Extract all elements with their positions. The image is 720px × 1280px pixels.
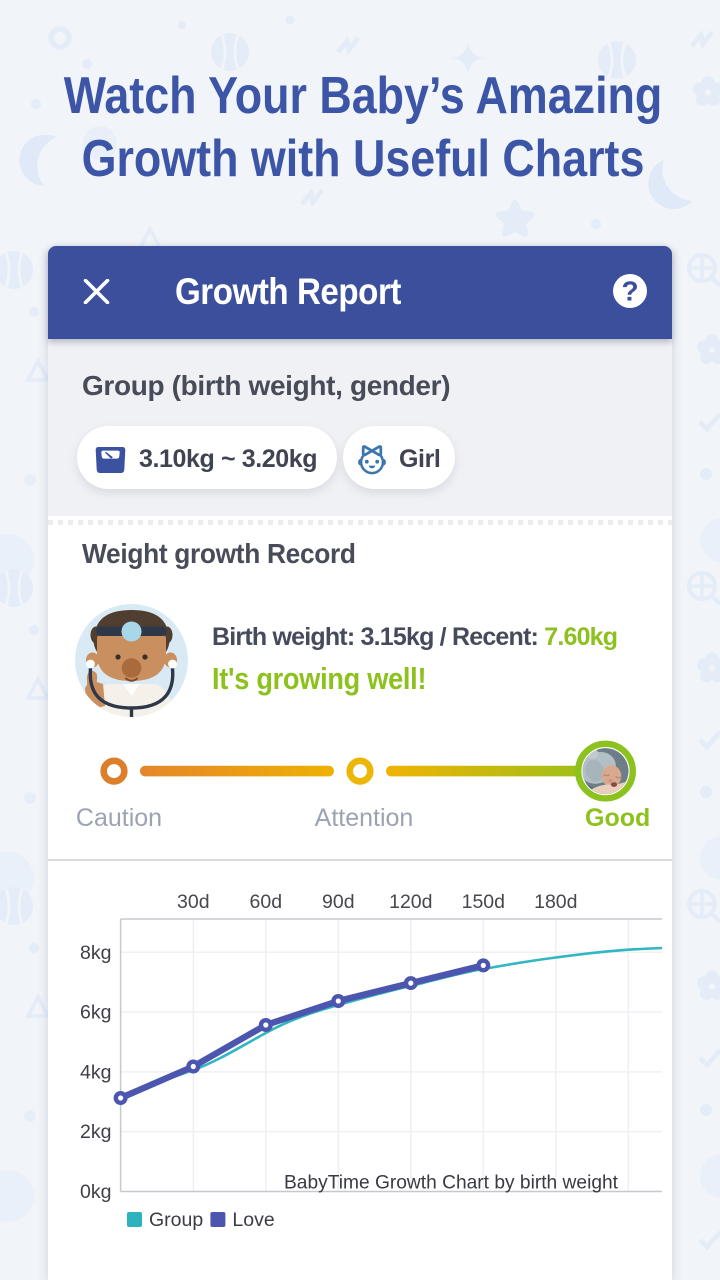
svg-text:?: ? bbox=[621, 276, 638, 307]
svg-text:0kg: 0kg bbox=[80, 1181, 111, 1203]
svg-text:30d: 30d bbox=[177, 891, 210, 913]
svg-text:BabyTime Growth Chart by birth: BabyTime Growth Chart by birth weight bbox=[284, 1172, 619, 1194]
svg-text:2kg: 2kg bbox=[80, 1121, 111, 1143]
svg-text:8kg: 8kg bbox=[80, 942, 111, 964]
svg-text:150d: 150d bbox=[462, 891, 505, 913]
svg-text:4kg: 4kg bbox=[80, 1061, 111, 1083]
svg-text:Love: Love bbox=[232, 1209, 274, 1231]
svg-text:Group: Group bbox=[149, 1209, 203, 1231]
svg-text:90d: 90d bbox=[322, 891, 355, 913]
svg-text:120d: 120d bbox=[389, 891, 432, 913]
svg-text:6kg: 6kg bbox=[80, 1002, 111, 1024]
svg-text:180d: 180d bbox=[534, 891, 577, 913]
svg-text:60d: 60d bbox=[250, 891, 283, 913]
